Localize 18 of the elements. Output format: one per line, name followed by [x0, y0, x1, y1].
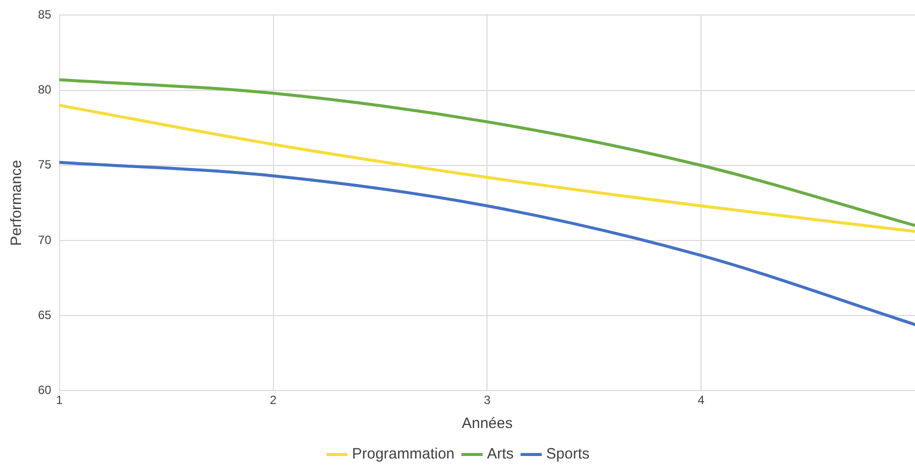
x-tick-label: 3 — [484, 393, 491, 408]
y-tick-label: 85 — [38, 8, 52, 22]
x-tick-label: 1 — [56, 393, 64, 408]
y-tick-label: 80 — [38, 82, 52, 97]
y-axis-title: Performance — [8, 160, 26, 246]
x-axis-title: Années — [462, 415, 513, 432]
x-tick-label: 2 — [270, 393, 277, 408]
line-series — [59, 160, 915, 326]
y-tick-label: 75 — [38, 158, 52, 172]
line-series — [59, 78, 915, 227]
legend-label: Programmation — [352, 446, 455, 463]
legend-label: Sports — [546, 446, 590, 463]
y-tick-label: 60 — [38, 382, 52, 397]
y-tick-label: 65 — [38, 308, 52, 322]
y-tick-label: 70 — [38, 232, 52, 247]
legend-label: Arts — [487, 446, 514, 463]
x-tick-label: 4 — [698, 393, 705, 408]
line-series — [59, 104, 915, 233]
